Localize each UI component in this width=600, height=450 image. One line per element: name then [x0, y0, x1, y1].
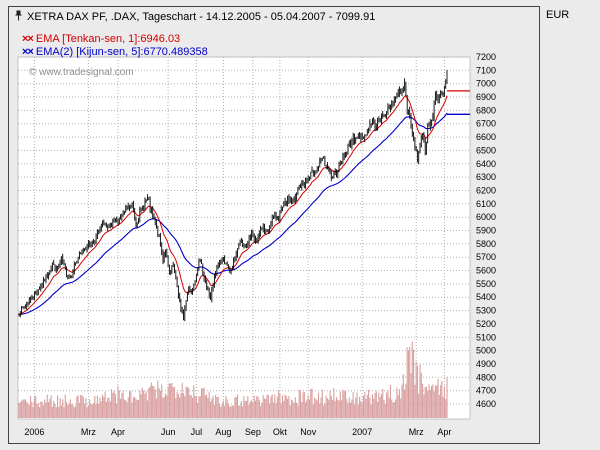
y-axis-labels: 4600 4700 4800 4900 5000 5100 5200 5300 5400 5500…	[476, 52, 496, 409]
svg-text:6000: 6000	[476, 212, 496, 222]
watermark: © www.tradesignal.com	[29, 67, 134, 78]
indicator-symbol-icon: ××	[22, 46, 34, 58]
svg-text:2007: 2007	[352, 427, 372, 437]
svg-text:5100: 5100	[476, 332, 496, 342]
svg-text:4900: 4900	[476, 359, 496, 369]
price-chart-svg[interactable]: 4600 4700 4800 4900 5000 5100 5200 5300 5400 5500…	[9, 7, 539, 443]
svg-text:7200: 7200	[476, 52, 496, 62]
svg-text:Jul: Jul	[191, 427, 203, 437]
svg-text:5800: 5800	[476, 239, 496, 249]
svg-text:Sep: Sep	[245, 427, 261, 437]
indicator-symbol-icon: ××	[22, 33, 34, 45]
svg-text:2006: 2006	[24, 427, 44, 437]
svg-text:6100: 6100	[476, 199, 496, 209]
volume-bars	[18, 341, 448, 418]
svg-text:Mrz: Mrz	[409, 427, 424, 437]
svg-text:6800: 6800	[476, 105, 496, 115]
svg-text:6700: 6700	[476, 119, 496, 129]
x-axis-labels: 2006 Mrz Apr Jun Jul Aug Sep Okt Nov 2007 Mrz Apr	[24, 427, 451, 437]
svg-text:6900: 6900	[476, 92, 496, 102]
svg-text:Aug: Aug	[215, 427, 231, 437]
indicator-text: EMA [Tenkan-sen, 1]:6946.03	[35, 33, 181, 45]
plot-area[interactable]: 4600 4700 4800 4900 5000 5100 5200 5300 5400 5500…	[9, 7, 539, 443]
indicator-text: EMA(2) [Kijun-sen, 5]:6770.489358	[35, 46, 208, 58]
svg-text:5600: 5600	[476, 266, 496, 276]
svg-text:7000: 7000	[476, 79, 496, 89]
svg-text:Apr: Apr	[111, 427, 125, 437]
svg-text:6600: 6600	[476, 132, 496, 142]
svg-text:Okt: Okt	[273, 427, 288, 437]
svg-text:6500: 6500	[476, 145, 496, 155]
indicator-legend: ×× EMA [Tenkan-sen, 1]:6946.03 ×× EMA(2) […	[22, 33, 208, 59]
svg-text:Mrz: Mrz	[81, 427, 96, 437]
ema-slow-line	[18, 112, 448, 316]
svg-text:5400: 5400	[476, 292, 496, 302]
svg-text:6300: 6300	[476, 172, 496, 182]
pushpin-icon[interactable]	[14, 10, 23, 24]
svg-text:5000: 5000	[476, 346, 496, 356]
svg-text:Nov: Nov	[300, 427, 317, 437]
ema-fast-line	[18, 95, 448, 316]
svg-text:6200: 6200	[476, 186, 496, 196]
legend-ema-kijun[interactable]: ×× EMA(2) [Kijun-sen, 5]:6770.489358	[22, 46, 208, 59]
currency-label: EUR	[546, 9, 570, 21]
price-bars	[18, 70, 448, 322]
svg-text:7100: 7100	[476, 65, 496, 75]
svg-text:5500: 5500	[476, 279, 496, 289]
legend-ema-tenkan[interactable]: ×× EMA [Tenkan-sen, 1]:6946.03	[22, 33, 208, 46]
svg-text:Apr: Apr	[437, 427, 451, 437]
svg-text:6400: 6400	[476, 159, 496, 169]
window-title: XETRA DAX PF, .DAX, Tageschart - 14.12.2…	[27, 11, 376, 23]
svg-text:4800: 4800	[476, 372, 496, 382]
svg-text:5900: 5900	[476, 226, 496, 236]
svg-text:5700: 5700	[476, 252, 496, 262]
svg-text:4700: 4700	[476, 386, 496, 396]
svg-text:5300: 5300	[476, 306, 496, 316]
svg-text:Jun: Jun	[161, 427, 176, 437]
plot-background	[17, 56, 471, 420]
chart-frame: 4600 4700 4800 4900 5000 5100 5200 5300 5400 5500…	[8, 6, 540, 444]
svg-text:4600: 4600	[476, 399, 496, 409]
title-bar: XETRA DAX PF, .DAX, Tageschart - 14.12.2…	[14, 10, 375, 24]
svg-text:5200: 5200	[476, 319, 496, 329]
